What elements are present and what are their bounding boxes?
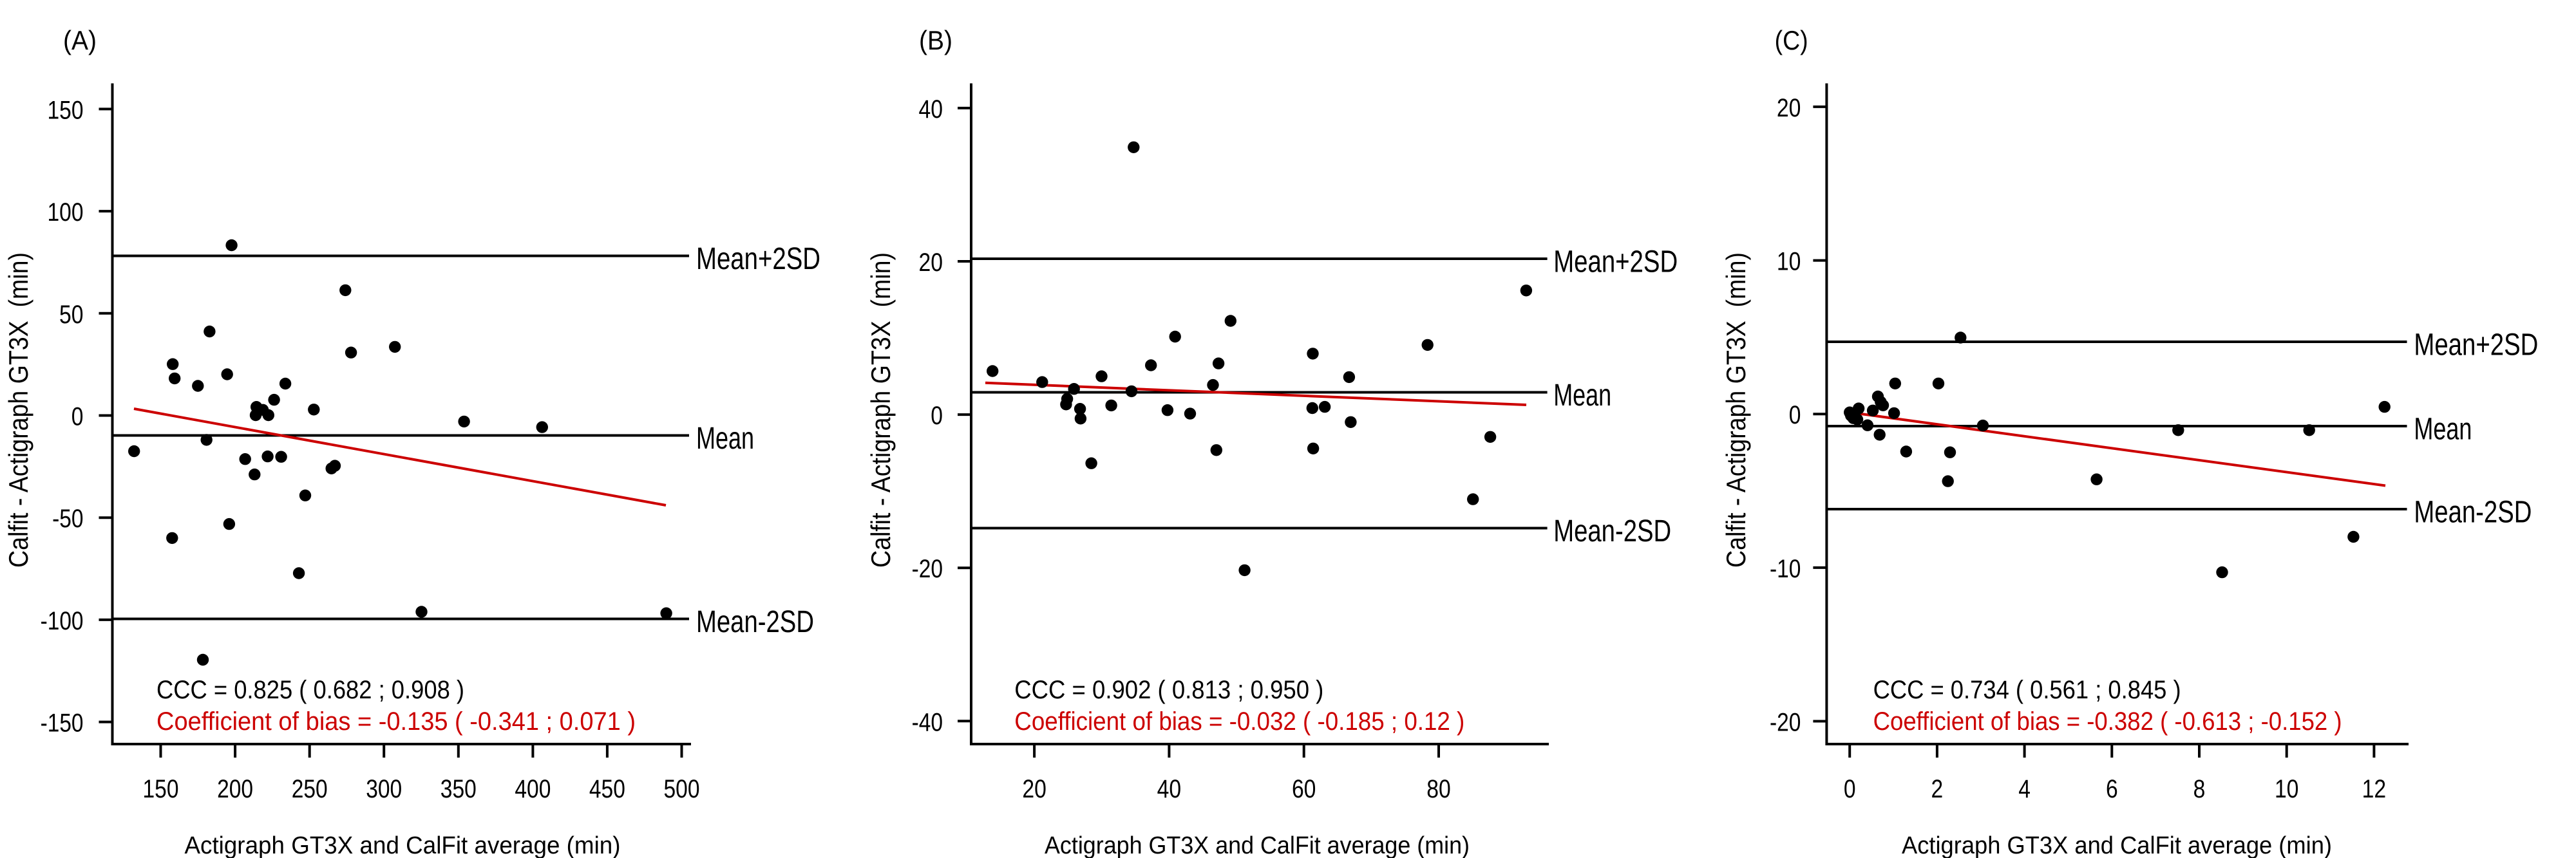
svg-text:Mean+2SD: Mean+2SD <box>2414 328 2538 362</box>
svg-text:100: 100 <box>48 198 84 227</box>
svg-text:50: 50 <box>59 301 84 329</box>
svg-text:Mean: Mean <box>696 422 754 456</box>
svg-text:-150: -150 <box>41 709 84 738</box>
svg-text:4: 4 <box>2018 775 2031 803</box>
svg-text:Mean+2SD: Mean+2SD <box>696 242 820 276</box>
svg-text:0: 0 <box>1789 401 1801 429</box>
svg-text:0: 0 <box>931 402 943 430</box>
svg-text:-40: -40 <box>912 708 943 736</box>
svg-text:8: 8 <box>2193 775 2206 803</box>
svg-text:80: 80 <box>1426 775 1451 803</box>
svg-text:450: 450 <box>589 775 625 803</box>
svg-text:(B): (B) <box>919 25 952 55</box>
svg-text:20: 20 <box>919 248 943 277</box>
svg-text:-20: -20 <box>912 555 943 583</box>
svg-text:Calfit - Actigraph GT3X (min): Calfit - Actigraph GT3X (min) <box>866 252 896 568</box>
svg-text:20: 20 <box>1777 94 1801 122</box>
svg-text:Coefficient of bias = -0.032 (: Coefficient of bias = -0.032 ( -0.185 ; … <box>1014 707 1464 736</box>
svg-text:400: 400 <box>515 775 551 803</box>
svg-text:(C): (C) <box>1775 25 1808 55</box>
svg-text:Actigraph GT3X and CalFit aver: Actigraph GT3X and CalFit average (min) <box>185 832 621 858</box>
svg-text:Coefficient of bias = -0.382 (: Coefficient of bias = -0.382 ( -0.613 ; … <box>1873 707 2342 736</box>
svg-text:200: 200 <box>217 775 253 803</box>
svg-text:150: 150 <box>143 775 179 803</box>
svg-text:Mean: Mean <box>1553 378 1611 413</box>
svg-text:10: 10 <box>1777 248 1801 276</box>
svg-text:Mean-2SD: Mean-2SD <box>2414 496 2532 530</box>
svg-text:Calfit - Actigraph GT3X (min): Calfit - Actigraph GT3X (min) <box>1721 252 1751 568</box>
svg-text:CCC = 0.825 ( 0.682 ; 0.908 ): CCC = 0.825 ( 0.682 ; 0.908 ) <box>156 676 464 704</box>
svg-text:10: 10 <box>2275 775 2299 803</box>
svg-text:2: 2 <box>1931 775 1944 803</box>
svg-text:Coefficient of bias = -0.135 (: Coefficient of bias = -0.135 ( -0.341 ; … <box>156 707 636 736</box>
svg-text:150: 150 <box>48 96 84 124</box>
svg-text:20: 20 <box>1022 775 1046 803</box>
svg-text:300: 300 <box>366 775 402 803</box>
svg-text:Actigraph GT3X and CalFit aver: Actigraph GT3X and CalFit average (min) <box>1045 832 1470 858</box>
svg-text:250: 250 <box>292 775 328 803</box>
svg-text:CCC = 0.902 ( 0.813 ; 0.950 ): CCC = 0.902 ( 0.813 ; 0.950 ) <box>1014 676 1323 704</box>
svg-text:Actigraph GT3X and CalFit aver: Actigraph GT3X and CalFit average (min) <box>1902 832 2332 858</box>
svg-text:Mean: Mean <box>2414 413 2472 447</box>
svg-text:500: 500 <box>664 775 700 803</box>
svg-text:Mean-2SD: Mean-2SD <box>696 605 814 639</box>
svg-text:12: 12 <box>2362 775 2387 803</box>
svg-text:60: 60 <box>1292 775 1316 803</box>
svg-text:350: 350 <box>440 775 477 803</box>
svg-text:0: 0 <box>71 403 84 431</box>
svg-text:40: 40 <box>919 95 943 124</box>
svg-text:-10: -10 <box>1770 555 1801 583</box>
svg-text:0: 0 <box>1844 775 1856 803</box>
svg-text:Mean+2SD: Mean+2SD <box>1553 245 1678 279</box>
svg-text:-50: -50 <box>52 505 83 533</box>
svg-text:CCC = 0.734 ( 0.561 ; 0.845 ): CCC = 0.734 ( 0.561 ; 0.845 ) <box>1873 676 2181 704</box>
svg-text:6: 6 <box>2106 775 2118 803</box>
svg-text:Calfit - Actigraph GT3X (min): Calfit - Actigraph GT3X (min) <box>3 252 33 568</box>
svg-text:-100: -100 <box>41 607 84 635</box>
svg-text:Mean-2SD: Mean-2SD <box>1553 514 1671 548</box>
svg-text:40: 40 <box>1157 775 1182 803</box>
svg-text:-20: -20 <box>1770 709 1801 737</box>
svg-text:(A): (A) <box>63 25 97 55</box>
